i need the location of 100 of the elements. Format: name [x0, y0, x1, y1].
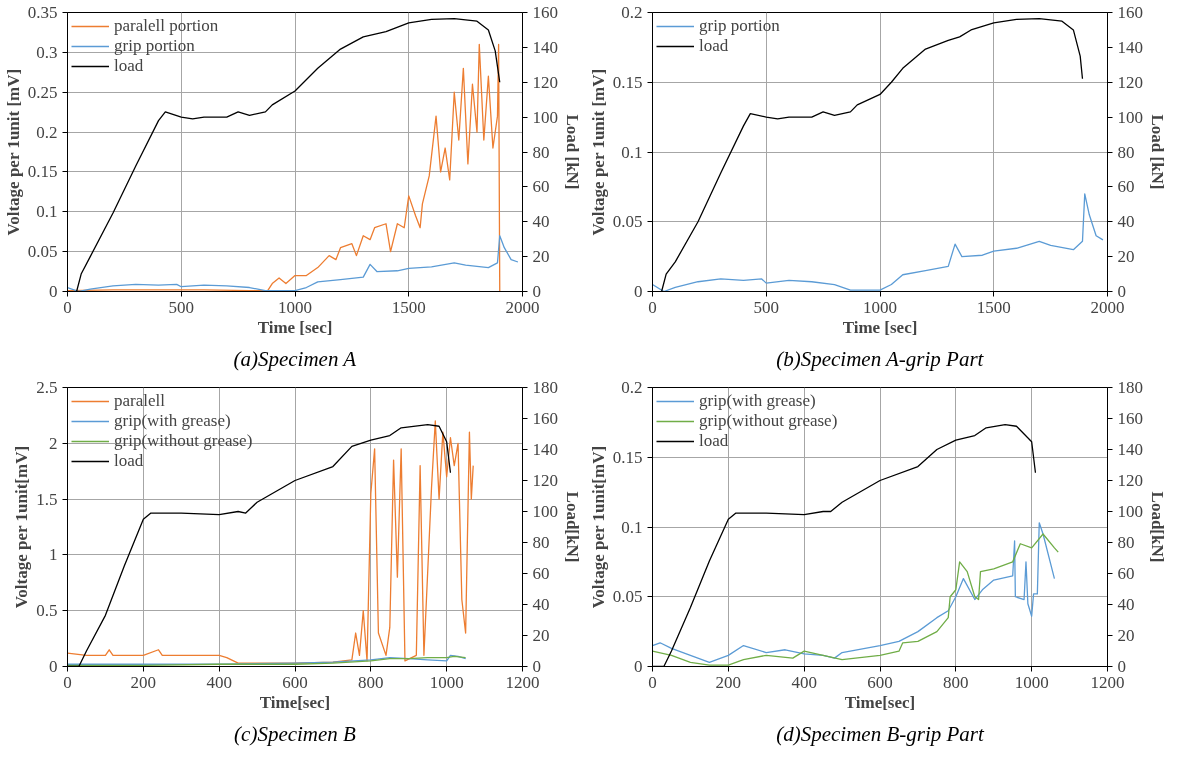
legend-label: paralell	[114, 391, 165, 411]
y2-tick-label: 140	[1117, 440, 1143, 459]
y2-tick-label: 180	[1117, 378, 1143, 397]
y2-axis-title: Load[kN]	[563, 491, 582, 563]
y-tick-label: 0.15	[612, 72, 643, 92]
y-axis-title: Voltage per 1unit [mV]	[588, 68, 608, 236]
y-tick-label: 0.1	[621, 142, 643, 162]
x-tick-label: 1500	[976, 297, 1011, 317]
y-tick-label: 0.1	[621, 517, 643, 537]
legend-label: grip(with grease)	[699, 391, 816, 411]
legend-label: load	[699, 431, 729, 451]
y-tick-label: 0.15	[612, 447, 643, 467]
y2-tick-label: 20	[1117, 626, 1135, 645]
y2-tick-label: 80	[532, 533, 550, 552]
y2-tick-label: 180	[532, 378, 558, 397]
y-tick-label: 0	[634, 282, 643, 301]
legend-label: load	[114, 56, 144, 76]
text: (d)Specimen B-grip Part	[776, 721, 985, 746]
legend-label: load	[114, 451, 144, 471]
y2-tick-label: 100	[1117, 502, 1143, 521]
y-tick-label: 0.05	[612, 587, 643, 607]
legend-label: paralell portion	[114, 16, 219, 36]
y-tick-label: 0.25	[27, 82, 58, 102]
y2-tick-label: 20	[1117, 247, 1135, 267]
y2-tick-label: 100	[1117, 107, 1143, 127]
legend-label: grip portion	[699, 16, 780, 36]
y2-tick-label: 140	[532, 440, 558, 459]
y2-axis-title: Load [kN]	[1148, 114, 1167, 190]
y-tick-label: 2	[49, 433, 58, 453]
y2-tick-label: 40	[532, 595, 550, 614]
y2-tick-label: 80	[1117, 533, 1135, 552]
text: (a)Specimen A	[233, 346, 357, 371]
x-tick-label: 500	[753, 297, 779, 317]
x-tick-label: 800	[358, 672, 384, 692]
y-tick-label: 0	[49, 657, 58, 676]
y2-tick-label: 40	[532, 212, 550, 232]
y2-tick-label: 20	[532, 247, 550, 267]
y2-tick-label: 40	[1117, 212, 1135, 232]
x-tick-label: 600	[282, 672, 308, 692]
text: (b)Specimen A-grip Part	[776, 346, 985, 371]
x-tick-label: 200	[130, 672, 157, 692]
y-tick-label: 0.2	[621, 3, 643, 22]
x-tick-label: 500	[168, 297, 194, 317]
y-axis-title: Voltage per 1unit[mV]	[12, 445, 32, 609]
x-axis-title: Time[sec]	[259, 692, 331, 712]
text: (c)Specimen B	[234, 721, 357, 746]
y2-tick-label: 60	[1117, 564, 1135, 583]
y2-axis-title: Load[kN]	[1148, 491, 1167, 563]
y2-tick-label: 120	[532, 72, 558, 92]
y-tick-label: 0.05	[612, 212, 643, 232]
x-tick-label: 1000	[278, 297, 312, 317]
y2-tick-label: 120	[1117, 72, 1143, 92]
y2-tick-label: 60	[532, 564, 550, 583]
y-tick-label: 2.5	[36, 378, 58, 397]
y2-tick-label: 40	[1117, 595, 1135, 614]
y-tick-label: 0.15	[27, 162, 58, 182]
x-tick-label: 0	[648, 672, 657, 692]
y-tick-label: 0.05	[27, 242, 58, 262]
y-tick-label: 0.3	[36, 42, 58, 62]
y-tick-label: 0.2	[36, 122, 58, 142]
x-tick-label: 1500	[391, 297, 426, 317]
x-tick-label: 400	[206, 672, 232, 692]
y2-tick-label: 80	[1117, 142, 1135, 162]
x-tick-label: 1000	[863, 297, 897, 317]
y-tick-label: 0	[49, 282, 58, 301]
legend-label: grip(with grease)	[114, 411, 231, 431]
y-axis-title: Voltage per 1unit[mV]	[588, 445, 608, 609]
x-tick-label: 800	[943, 672, 969, 692]
y-tick-label: 0.5	[36, 601, 58, 621]
x-axis-title: Time[sec]	[844, 692, 916, 712]
legend-label: grip(without grease)	[699, 411, 838, 431]
y2-tick-label: 160	[532, 3, 558, 22]
y2-tick-label: 120	[1117, 471, 1143, 490]
y2-tick-label: 160	[532, 409, 558, 428]
y-tick-label: 0	[634, 657, 643, 676]
y-tick-label: 0.35	[27, 3, 58, 22]
legend-label: grip(without grease)	[114, 431, 253, 451]
y2-axis-title: Load [kN]	[563, 114, 582, 190]
x-axis-title: Time [sec]	[842, 317, 918, 337]
x-axis-title: Time [sec]	[257, 317, 333, 337]
y-tick-label: 0.1	[36, 202, 58, 222]
y-tick-label: 1.5	[36, 489, 58, 509]
y-axis-title: Voltage per 1unit [mV]	[3, 68, 23, 236]
y2-tick-label: 80	[532, 142, 550, 162]
y2-tick-label: 100	[532, 502, 558, 521]
legend-label: load	[699, 36, 729, 56]
x-tick-label: 400	[791, 672, 817, 692]
y2-tick-label: 160	[1117, 409, 1143, 428]
x-tick-label: 1000	[429, 672, 464, 692]
y2-tick-label: 140	[1117, 37, 1143, 57]
x-tick-label: 600	[867, 672, 893, 692]
legend-label: grip portion	[114, 36, 195, 56]
y-tick-label: 1	[49, 545, 58, 565]
y2-tick-label: 160	[1117, 3, 1143, 22]
y2-tick-label: 60	[532, 177, 550, 197]
y-tick-label: 0.2	[621, 378, 643, 397]
y2-tick-label: 100	[532, 107, 558, 127]
x-tick-label: 0	[63, 297, 72, 317]
x-tick-label: 0	[648, 297, 657, 317]
y2-tick-label: 120	[532, 471, 558, 490]
